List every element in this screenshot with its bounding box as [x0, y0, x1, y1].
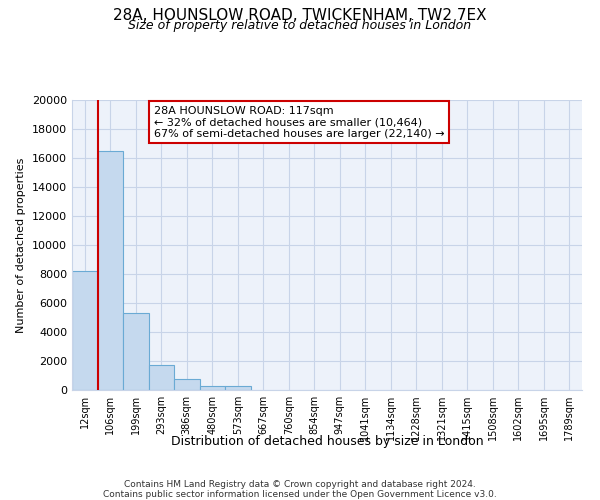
Bar: [199, 386, 225, 390]
Bar: [123, 313, 149, 390]
Bar: [225, 386, 251, 390]
Bar: [72, 271, 97, 390]
Text: Contains HM Land Registry data © Crown copyright and database right 2024.
Contai: Contains HM Land Registry data © Crown c…: [103, 480, 497, 500]
Text: Distribution of detached houses by size in London: Distribution of detached houses by size …: [170, 435, 484, 448]
Bar: [174, 379, 199, 390]
Text: 28A, HOUNSLOW ROAD, TWICKENHAM, TW2 7EX: 28A, HOUNSLOW ROAD, TWICKENHAM, TW2 7EX: [113, 8, 487, 22]
Bar: [97, 151, 123, 390]
Y-axis label: Number of detached properties: Number of detached properties: [16, 158, 26, 332]
Text: Size of property relative to detached houses in London: Size of property relative to detached ho…: [128, 19, 472, 32]
Text: 28A HOUNSLOW ROAD: 117sqm
← 32% of detached houses are smaller (10,464)
67% of s: 28A HOUNSLOW ROAD: 117sqm ← 32% of detac…: [154, 106, 444, 139]
Bar: [149, 364, 174, 390]
